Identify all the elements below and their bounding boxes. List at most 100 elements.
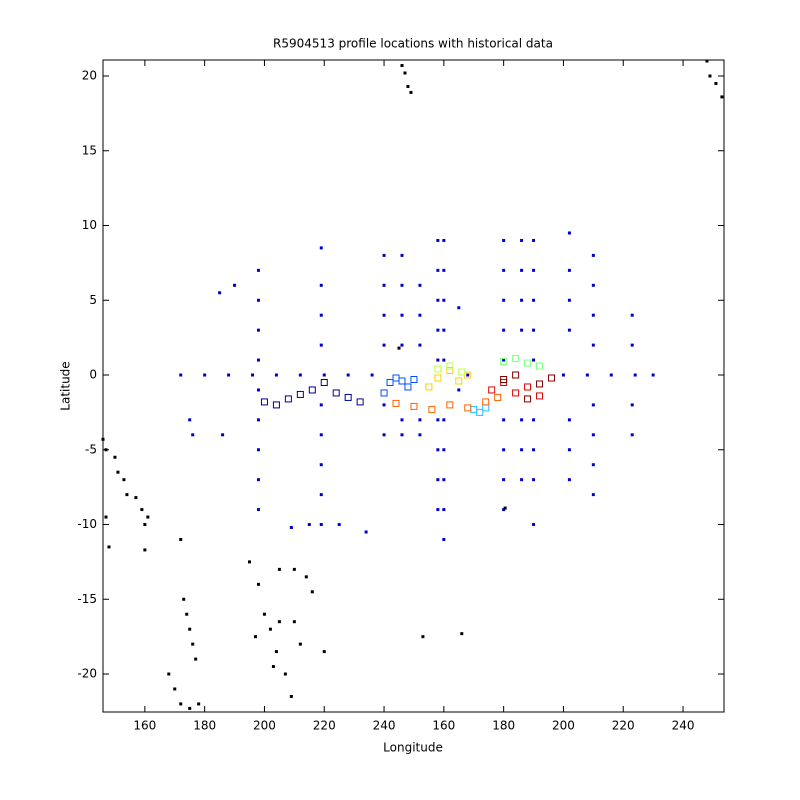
point bbox=[400, 313, 404, 317]
point bbox=[116, 470, 120, 474]
point bbox=[705, 59, 709, 63]
point bbox=[500, 375, 508, 383]
point bbox=[410, 375, 418, 383]
point bbox=[532, 478, 536, 482]
point bbox=[567, 448, 571, 452]
point bbox=[436, 238, 440, 242]
point bbox=[585, 373, 589, 377]
point bbox=[319, 246, 323, 250]
point bbox=[382, 433, 386, 437]
point bbox=[502, 418, 506, 422]
point bbox=[292, 567, 296, 571]
point bbox=[143, 548, 147, 552]
point bbox=[319, 523, 323, 527]
point bbox=[503, 506, 507, 510]
point bbox=[591, 283, 595, 287]
point bbox=[512, 389, 520, 397]
point bbox=[464, 404, 472, 412]
point bbox=[400, 253, 404, 257]
point bbox=[460, 632, 464, 636]
point bbox=[442, 448, 446, 452]
point bbox=[436, 418, 440, 422]
point bbox=[179, 537, 183, 541]
point bbox=[436, 328, 440, 332]
y-tick-label: 10 bbox=[82, 218, 97, 232]
point bbox=[404, 383, 412, 391]
point bbox=[319, 343, 323, 347]
point bbox=[370, 373, 374, 377]
point bbox=[188, 706, 192, 710]
point bbox=[502, 268, 506, 272]
point bbox=[418, 283, 422, 287]
point bbox=[436, 508, 440, 512]
point bbox=[442, 328, 446, 332]
point bbox=[319, 403, 323, 407]
point bbox=[256, 268, 260, 272]
point bbox=[455, 377, 463, 385]
point bbox=[256, 298, 260, 302]
point bbox=[442, 537, 446, 541]
point bbox=[304, 575, 308, 579]
point bbox=[274, 650, 278, 654]
point bbox=[532, 418, 536, 422]
point bbox=[272, 401, 280, 409]
point bbox=[630, 313, 634, 317]
point bbox=[482, 398, 490, 406]
point bbox=[591, 343, 595, 347]
point bbox=[253, 635, 257, 639]
x-tick-label: 240 bbox=[373, 719, 396, 733]
y-tick-label: -15 bbox=[77, 592, 97, 606]
point bbox=[591, 463, 595, 467]
point bbox=[524, 383, 532, 391]
y-tick-label: 15 bbox=[82, 143, 97, 157]
point bbox=[319, 493, 323, 497]
point bbox=[380, 389, 388, 397]
point bbox=[332, 389, 340, 397]
point bbox=[591, 403, 595, 407]
point bbox=[442, 478, 446, 482]
point bbox=[567, 478, 571, 482]
point bbox=[436, 478, 440, 482]
point bbox=[400, 64, 404, 68]
point bbox=[203, 373, 207, 377]
point bbox=[428, 405, 436, 413]
point bbox=[536, 362, 544, 370]
point bbox=[532, 298, 536, 302]
y-tick-label: 20 bbox=[82, 68, 97, 82]
point bbox=[260, 398, 268, 406]
point bbox=[322, 650, 326, 654]
point bbox=[400, 433, 404, 437]
point bbox=[386, 378, 394, 386]
point bbox=[406, 84, 410, 88]
point bbox=[382, 313, 386, 317]
point bbox=[403, 71, 407, 75]
point bbox=[356, 398, 364, 406]
point bbox=[227, 373, 231, 377]
point bbox=[418, 343, 422, 347]
point bbox=[248, 560, 252, 564]
point bbox=[524, 359, 532, 367]
point bbox=[436, 298, 440, 302]
point bbox=[425, 383, 433, 391]
point bbox=[400, 343, 404, 347]
point bbox=[233, 283, 237, 287]
y-tick-label: -20 bbox=[77, 667, 97, 681]
point bbox=[708, 74, 712, 78]
point bbox=[446, 362, 454, 370]
point bbox=[256, 358, 260, 362]
point bbox=[418, 433, 422, 437]
y-tick-label: 5 bbox=[89, 293, 97, 307]
point bbox=[536, 380, 544, 388]
point bbox=[277, 567, 281, 571]
point bbox=[532, 523, 536, 527]
point bbox=[457, 388, 461, 392]
point bbox=[409, 90, 413, 94]
point bbox=[125, 493, 129, 497]
point bbox=[179, 702, 183, 706]
point bbox=[434, 365, 442, 373]
point bbox=[364, 530, 368, 534]
point bbox=[436, 358, 440, 362]
point bbox=[567, 298, 571, 302]
point bbox=[296, 390, 304, 398]
point bbox=[532, 358, 536, 362]
